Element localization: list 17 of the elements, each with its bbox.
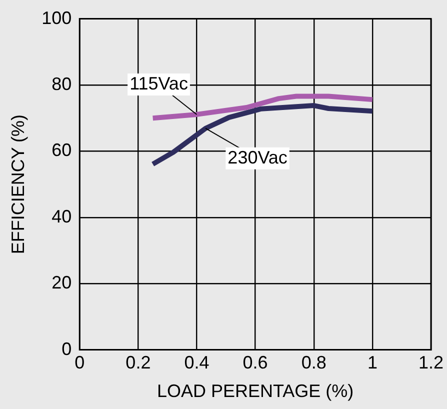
- x-tick-label: 0.4: [184, 352, 210, 373]
- y-tick-label: 80: [52, 74, 72, 94]
- y-tick-label: 20: [52, 272, 72, 293]
- y-tick-label: 40: [52, 206, 72, 226]
- annotation: 230Vac: [228, 147, 288, 168]
- y-tick-label: 0: [62, 338, 72, 359]
- y-axis-title: EFFICIENCY (%): [8, 114, 28, 254]
- annotation: 115Vac: [130, 73, 188, 94]
- x-tick-label: 1: [367, 352, 378, 373]
- x-tick-label: 0.6: [242, 352, 268, 373]
- x-tick-label: 0: [74, 352, 85, 373]
- x-tick-label: 0.2: [126, 352, 151, 373]
- x-tick-label: 0.8: [301, 352, 326, 373]
- y-tick-label: 60: [52, 140, 72, 160]
- x-axis-title: LOAD PERENTAGE (%): [156, 381, 354, 402]
- x-tick-label: 1.2: [418, 352, 444, 373]
- y-tick-label: 100: [42, 8, 72, 28]
